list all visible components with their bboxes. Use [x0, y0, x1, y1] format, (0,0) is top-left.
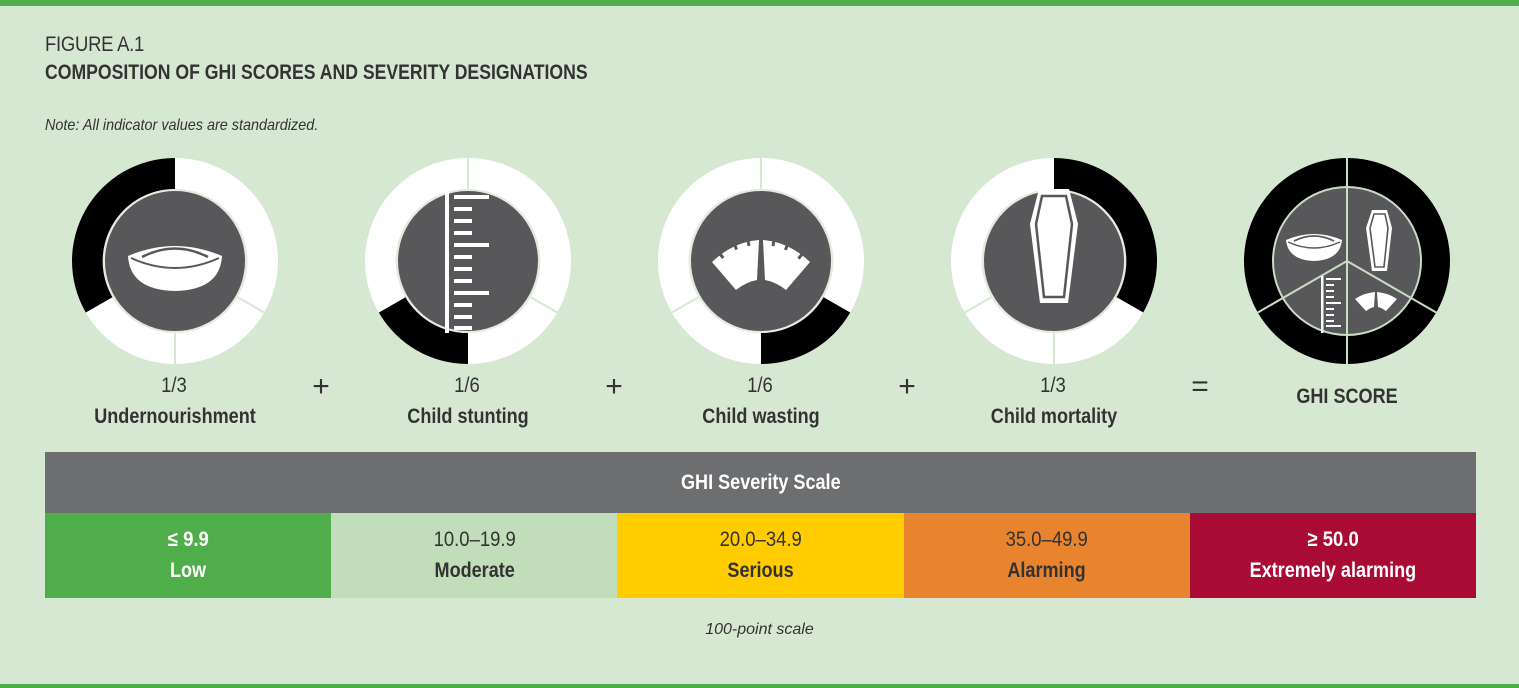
height-ruler-icon [445, 189, 489, 333]
severity-level-extremely-alarming: ≥ 50.0 Extremely alarming [1189, 513, 1477, 598]
severity-range: 35.0–49.9 [1005, 527, 1088, 551]
top-band [0, 0, 1519, 6]
severity-label: Extremely alarming [1249, 558, 1417, 582]
bottom-band [0, 684, 1519, 688]
severity-range: ≥ 50.0 [1307, 527, 1359, 551]
height-ruler-icon [1321, 276, 1341, 333]
ring-segment-empty [175, 158, 278, 313]
ring-segment-empty [468, 158, 571, 313]
ring-segments [72, 158, 278, 364]
weight-child-wasting: 1/6 [747, 374, 773, 397]
name-undernourishment: Undernourishment [94, 405, 256, 428]
severity-scale-title: GHI Severity Scale [680, 470, 841, 494]
equals-operator: = [1191, 370, 1209, 403]
ring-segment-filled [1054, 158, 1157, 313]
donut-child-stunting [365, 158, 571, 364]
weight-scale-icon [1355, 292, 1397, 311]
ring-segment-empty [658, 158, 761, 313]
severity-level-serious: 20.0–34.9 Serious [617, 513, 904, 598]
ring-segment-filled [761, 297, 851, 364]
severity-level-moderate: 10.0–19.9 Moderate [331, 513, 618, 598]
icon-disc [396, 189, 540, 333]
ring-segment-empty [671, 297, 761, 364]
weight-undernourishment: 1/3 [161, 374, 187, 397]
severity-scale-header: GHI Severity Scale [45, 452, 1476, 513]
figure-title: COMPOSITION OF GHI SCORES AND SEVERITY D… [45, 61, 588, 84]
severity-level-low: ≤ 9.9 Low [45, 513, 332, 598]
severity-label: Moderate [434, 558, 515, 582]
name-child-wasting: Child wasting [702, 405, 820, 428]
scale-note: 100-point scale [705, 621, 814, 638]
bowl-icon [1286, 234, 1342, 261]
weight-child-stunting: 1/6 [454, 374, 480, 397]
weight-scale-icon [712, 239, 810, 290]
ring-segment-empty [1054, 297, 1144, 364]
ring-segment-empty [951, 158, 1054, 313]
coffin-icon [1030, 189, 1078, 303]
bowl-icon [128, 246, 222, 291]
donut-ghi-score [1244, 158, 1450, 364]
severity-scale: ≤ 9.9 Low 10.0–19.9 Moderate 20.0–34.9 S… [45, 513, 1477, 598]
plus-operator: + [312, 370, 330, 403]
ring-segment-empty [175, 297, 265, 364]
figure-note: Note: All indicator values are standardi… [45, 117, 319, 134]
severity-label: Low [170, 558, 207, 582]
ring-segment-empty [761, 158, 864, 313]
ring-segment-empty [964, 297, 1054, 364]
figure-label: FIGURE A.1 [45, 33, 145, 56]
donut-child-mortality [951, 158, 1157, 364]
plus-operator: + [898, 370, 916, 403]
plus-operator: + [605, 370, 623, 403]
severity-label: Alarming [1007, 558, 1086, 582]
ring-segment-filled [72, 158, 175, 313]
coffin-icon [1366, 210, 1392, 271]
severity-range: 20.0–34.9 [719, 527, 802, 551]
weight-child-mortality: 1/3 [1040, 374, 1066, 397]
severity-label: Serious [727, 558, 794, 582]
ring-segment-empty [365, 158, 468, 313]
ring-segment-empty [468, 297, 558, 364]
icon-disc [689, 189, 833, 333]
ring-segment-empty [85, 297, 175, 364]
name-child-mortality: Child mortality [990, 405, 1118, 428]
ring-segment-filled [378, 297, 468, 364]
donut-undernourishment [72, 158, 278, 364]
severity-range: 10.0–19.9 [433, 527, 516, 551]
name-child-stunting: Child stunting [407, 405, 529, 428]
severity-level-alarming: 35.0–49.9 Alarming [903, 513, 1190, 598]
ghi-score-label: GHI SCORE [1296, 385, 1398, 408]
severity-range: ≤ 9.9 [167, 527, 209, 551]
donut-child-wasting [658, 158, 864, 364]
